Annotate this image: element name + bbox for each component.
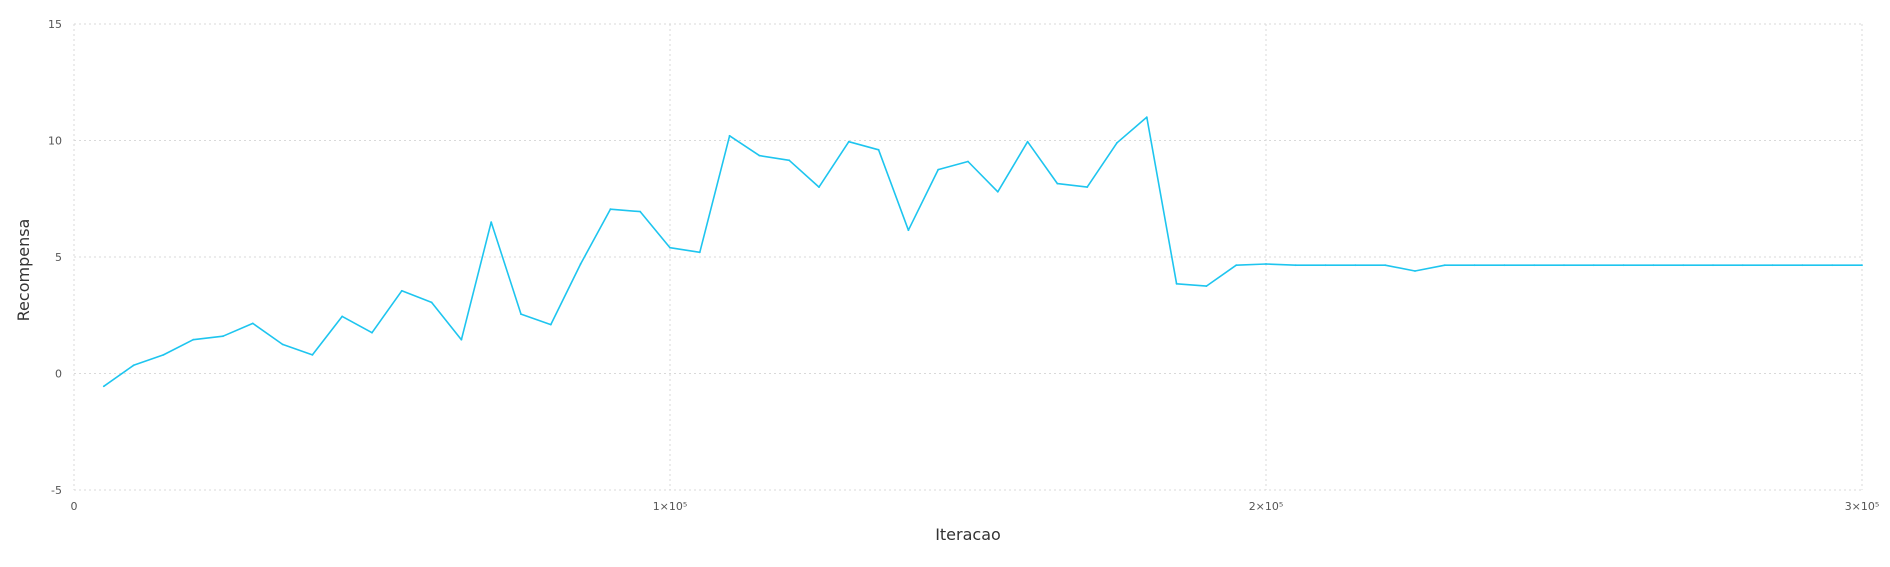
data-point [460, 338, 463, 341]
data-point [1145, 116, 1148, 119]
x-tick-label: 2×10⁵ [1249, 500, 1284, 513]
data-point [341, 315, 344, 318]
data-point [907, 229, 910, 232]
y-tick-label: 15 [48, 18, 62, 31]
data-point [102, 385, 105, 388]
series-line [103, 116, 1862, 387]
data-point [400, 289, 403, 292]
data-point [132, 364, 135, 367]
data-point [937, 168, 940, 171]
data-point [311, 354, 314, 356]
data-point [1205, 285, 1208, 287]
data-point [967, 160, 969, 163]
data-point [579, 263, 582, 265]
data-point [1235, 264, 1238, 267]
data-point [222, 335, 224, 338]
series [102, 116, 1863, 388]
grid [73, 23, 1863, 491]
data-point [1443, 264, 1446, 267]
data-point [371, 331, 373, 334]
data-point [639, 210, 642, 213]
data-point [1056, 182, 1059, 185]
data-point [818, 186, 820, 189]
data-point [281, 343, 284, 346]
data-point [1354, 264, 1357, 267]
data-point [1563, 264, 1565, 267]
data-point [758, 154, 761, 157]
data-point [1265, 263, 1267, 265]
x-tick-label: 1×10⁵ [653, 500, 688, 513]
data-point [1652, 264, 1655, 267]
data-point [1384, 264, 1387, 267]
data-point [1116, 141, 1118, 144]
data-point [549, 323, 552, 326]
data-point [877, 148, 880, 151]
x-tick-label: 3×10⁵ [1845, 500, 1880, 513]
data-point [251, 322, 254, 325]
data-point [1026, 140, 1029, 143]
data-point [728, 134, 731, 137]
data-point [1473, 264, 1476, 267]
data-point [996, 190, 999, 193]
data-point [669, 246, 671, 249]
data-point [1592, 264, 1595, 267]
data-point [1533, 264, 1536, 267]
data-point [698, 251, 701, 254]
data-point [1503, 264, 1506, 267]
data-point [1622, 264, 1625, 267]
tick-labels: -5 0 5 10 15 0 1×10⁵ 2×10⁵ 3×10⁵ [48, 18, 1879, 513]
data-point [1294, 264, 1297, 267]
data-point [1712, 264, 1714, 267]
data-point [609, 208, 612, 211]
data-point [520, 313, 522, 315]
data-point [1801, 264, 1804, 267]
y-tick-label: 0 [55, 368, 62, 381]
data-point [192, 338, 195, 341]
data-point [1861, 264, 1863, 267]
y-tick-label: -5 [51, 484, 62, 497]
data-point [1771, 264, 1774, 267]
data-point [1831, 264, 1834, 267]
data-point [490, 221, 493, 224]
y-tick-label: 5 [55, 251, 62, 264]
x-tick-label: 0 [71, 500, 78, 513]
data-point [788, 159, 791, 162]
data-point [1741, 264, 1744, 267]
data-point [1324, 264, 1327, 267]
data-point [847, 140, 850, 143]
y-tick-label: 10 [48, 135, 62, 148]
data-point [1175, 282, 1178, 285]
data-point [1682, 264, 1685, 267]
data-point [162, 354, 165, 356]
data-point [1086, 186, 1089, 189]
y-axis-title: Recompensa [14, 219, 33, 322]
data-point [430, 301, 433, 304]
x-axis-title: Iteracao [935, 525, 1001, 544]
data-point [1414, 270, 1416, 272]
